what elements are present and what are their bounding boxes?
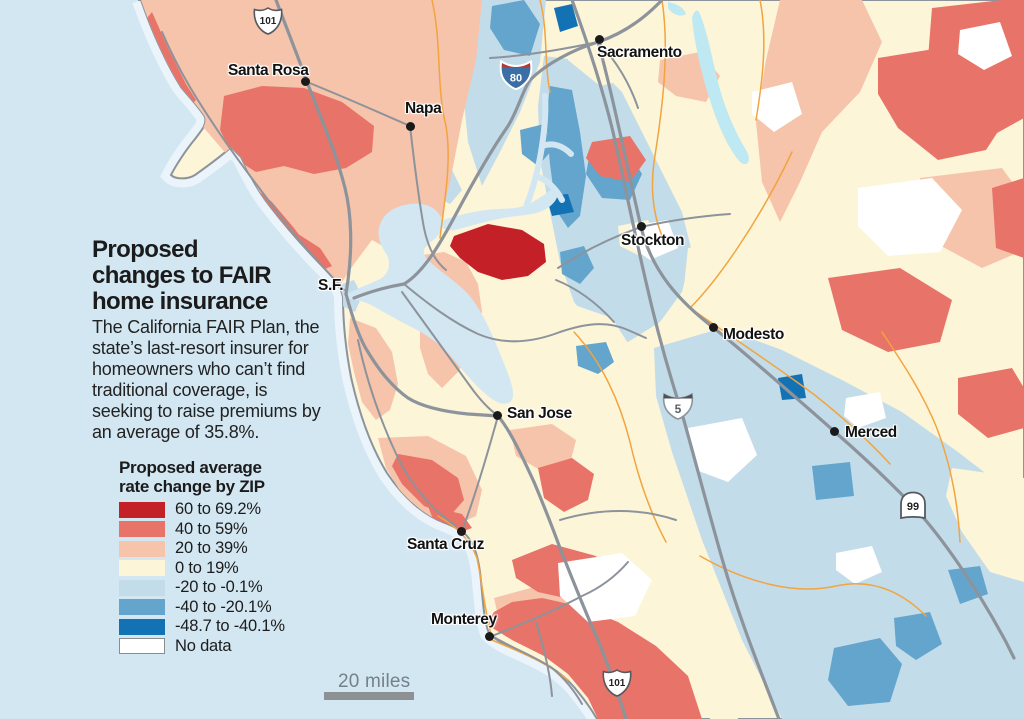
city-label-santa-rosa: Santa Rosa <box>228 62 309 79</box>
us-route-101-shield-south: 101 <box>600 665 634 699</box>
legend-swatch <box>119 521 165 538</box>
interstate-80-shield: 80 <box>499 57 533 91</box>
city-label-stockton: Stockton <box>621 232 685 249</box>
title-line: Proposed <box>92 236 198 263</box>
lakes <box>668 2 749 165</box>
city-dot-san-jose <box>493 411 502 420</box>
legend-title: Proposed average <box>119 458 262 477</box>
city-dot-modesto <box>709 323 718 332</box>
graphic-description: The California FAIR Plan, the state’s la… <box>92 317 321 442</box>
city-dot-santa-cruz <box>457 527 466 536</box>
map-legend: Proposed average rate change by ZIP 60 t… <box>119 458 285 656</box>
svg-text:101: 101 <box>260 16 277 27</box>
svg-text:99: 99 <box>907 501 919 513</box>
county-boundaries <box>431 0 961 681</box>
legend-swatch <box>119 540 165 557</box>
title-line: home insurance <box>92 288 268 315</box>
svg-text:101: 101 <box>609 678 626 689</box>
legend-item: -40 to -20.1% <box>119 598 285 618</box>
city-dot-napa <box>406 122 415 131</box>
city-label-santa-cruz: Santa Cruz <box>407 536 484 553</box>
city-label-san-jose: San Jose <box>507 405 572 422</box>
legend-swatch <box>119 579 165 596</box>
city-label-monterey: Monterey <box>431 611 497 628</box>
legend-item: 60 to 69.2% <box>119 500 285 520</box>
svg-text:5: 5 <box>675 402 682 416</box>
legend-item: -48.7 to -40.1% <box>119 617 285 637</box>
city-dot-merced <box>830 427 839 436</box>
legend-swatch-no-data <box>119 638 165 655</box>
city-dot-sacramento <box>595 35 604 44</box>
legend-swatch <box>119 599 165 616</box>
scale-bar <box>324 692 414 700</box>
legend-title: rate change by ZIP <box>119 477 265 496</box>
city-label-sf: S.F. <box>318 277 344 294</box>
svg-text:80: 80 <box>510 73 522 85</box>
city-label-napa: Napa <box>405 100 442 117</box>
city-dot-santa-rosa <box>301 77 310 86</box>
city-dot-stockton <box>637 222 646 231</box>
legend-item: 20 to 39% <box>119 539 285 559</box>
roads <box>161 0 1016 719</box>
legend-item: -20 to -0.1% <box>119 578 285 598</box>
scale-bar-label: 20 miles <box>338 671 411 692</box>
legend-swatch <box>119 501 165 518</box>
legend-item: 40 to 59% <box>119 520 285 540</box>
legend-swatch <box>119 618 165 635</box>
legend-item: No data <box>119 637 285 657</box>
interstate-5-shield: 5 <box>661 388 695 422</box>
graphic-title: Proposed changes to FAIR home insurance <box>92 236 272 315</box>
title-line: changes to FAIR <box>92 262 272 289</box>
city-label-merced: Merced <box>845 424 897 441</box>
legend-item: 0 to 19% <box>119 559 285 579</box>
us-route-101-shield-north: 101 <box>251 3 285 37</box>
city-dot-monterey <box>485 632 494 641</box>
legend-swatch <box>119 560 165 577</box>
city-label-sacramento: Sacramento <box>597 44 682 61</box>
state-route-99-shield: 99 <box>896 489 930 523</box>
city-label-modesto: Modesto <box>723 326 784 343</box>
